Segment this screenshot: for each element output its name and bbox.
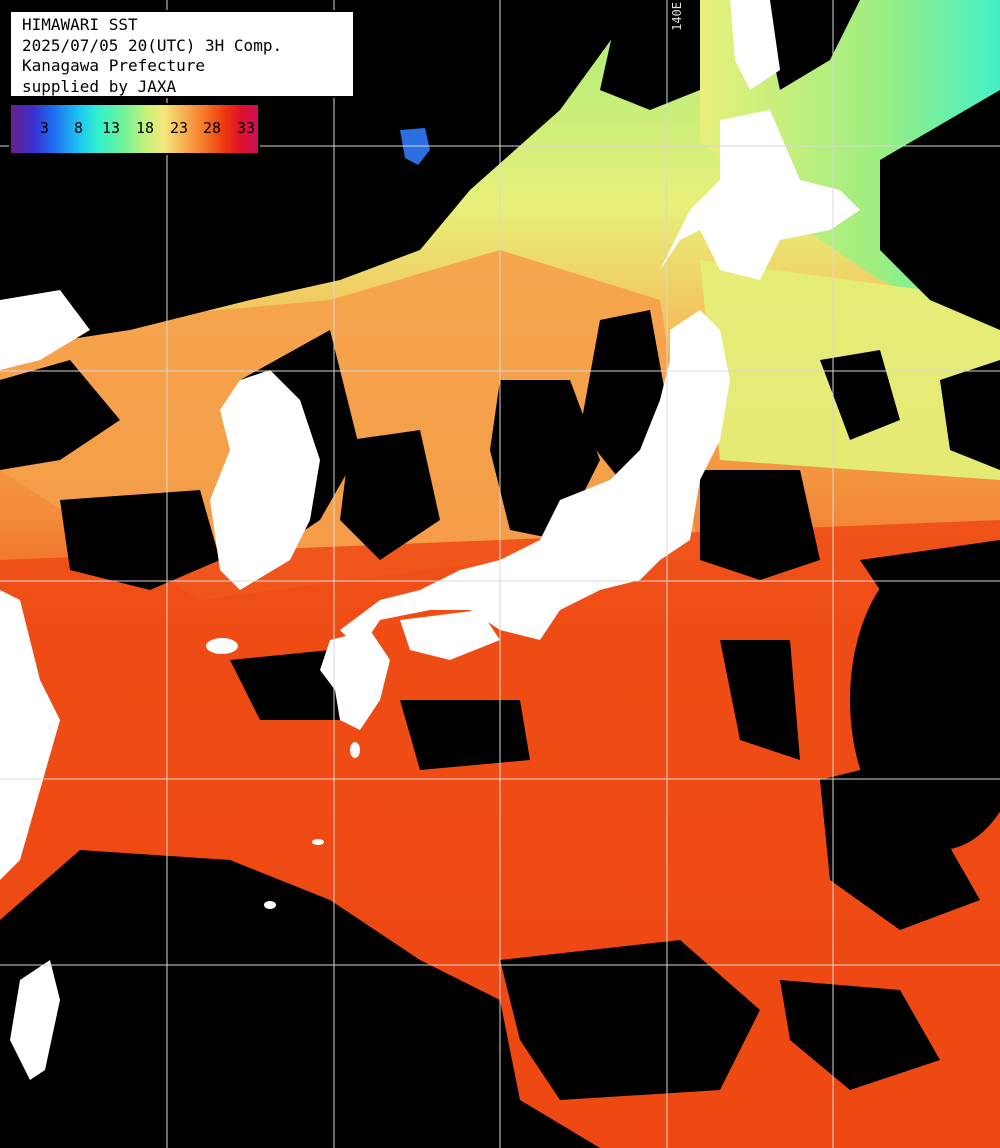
legend-label: 13 (102, 119, 121, 137)
temperature-color-bar: 3 8 13 18 23 28 33 (9, 103, 260, 155)
land-kyushu (320, 630, 390, 730)
product-title: HIMAWARI SST (22, 15, 138, 34)
legend-label: 8 (74, 119, 84, 137)
legend-labels: 3 8 13 18 23 28 33 (11, 119, 258, 141)
land-korea (210, 370, 320, 590)
land-jeju (206, 638, 238, 654)
legend-label: 18 (136, 119, 155, 137)
longitude-label-140e: 140E (670, 2, 684, 31)
land (0, 0, 860, 1080)
land-sakhalin (730, 0, 780, 90)
land-hokkaido (660, 110, 860, 280)
land-taiwan (10, 960, 60, 1080)
supplier: supplied by JAXA (22, 76, 177, 96)
timestamp: 2025/07/05 20(UTC) 3H Comp. (22, 35, 283, 55)
legend-label: 23 (170, 119, 189, 137)
info-box: HIMAWARI SST 2025/07/05 20(UTC) 3H Comp.… (9, 10, 355, 98)
land-honshu (340, 310, 730, 650)
prefecture: Kanagawa Prefecture (22, 56, 206, 75)
legend-label: 3 (40, 119, 50, 137)
legend-label: 28 (203, 119, 222, 137)
legend-label: 33 (237, 119, 256, 137)
land-china-coast (0, 590, 60, 880)
land-mainland-nw (0, 290, 90, 370)
land-shikoku (400, 610, 500, 660)
